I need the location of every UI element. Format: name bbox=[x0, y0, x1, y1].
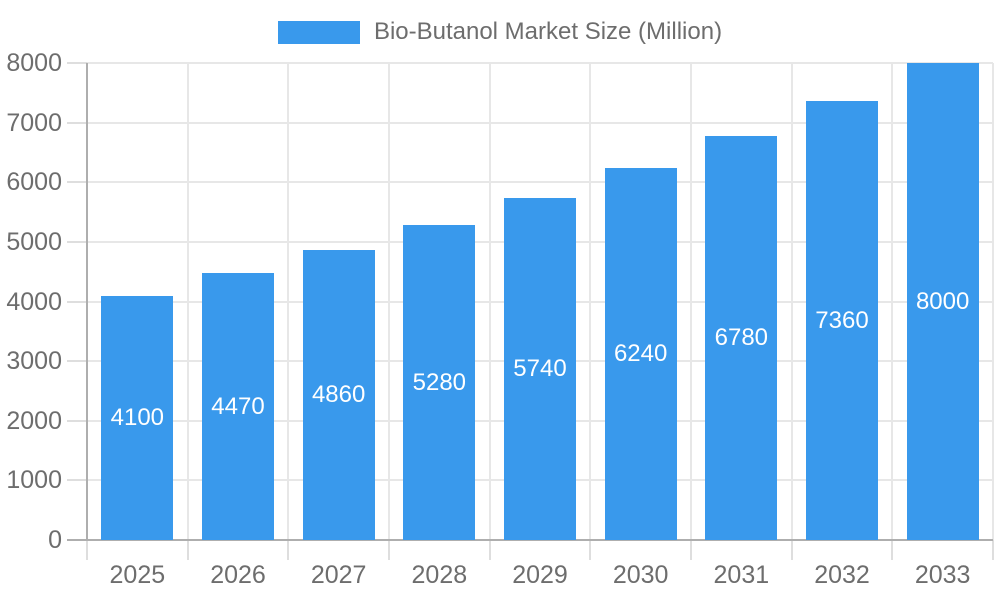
chart-legend[interactable]: Bio-Butanol Market Size (Million) bbox=[0, 18, 1000, 46]
x-tick-mark bbox=[86, 540, 88, 560]
bar[interactable] bbox=[202, 273, 274, 540]
bar-value-label: 5280 bbox=[412, 368, 467, 396]
y-tick-mark bbox=[67, 419, 87, 422]
bar[interactable] bbox=[705, 135, 778, 540]
x-tick-mark bbox=[891, 540, 894, 560]
y-tick-label: 0 bbox=[48, 526, 62, 554]
y-tick-label: 8000 bbox=[6, 49, 62, 77]
x-tick-label: 2031 bbox=[713, 561, 770, 589]
x-tick-mark bbox=[287, 540, 290, 560]
bar[interactable] bbox=[302, 250, 375, 540]
y-tick-mark bbox=[67, 121, 87, 124]
x-tick-mark bbox=[992, 540, 994, 560]
y-grid-line bbox=[87, 181, 993, 184]
y-tick-label: 2000 bbox=[6, 406, 62, 435]
bar[interactable] bbox=[504, 197, 576, 540]
bar-value-label: 5740 bbox=[513, 354, 567, 382]
x-tick-mark bbox=[186, 540, 189, 560]
x-tick-label: 2025 bbox=[109, 561, 166, 589]
v-grid-line bbox=[891, 63, 894, 540]
v-grid-line bbox=[488, 63, 491, 540]
x-tick-label: 2029 bbox=[512, 561, 568, 589]
legend-swatch bbox=[277, 20, 360, 44]
y-grid-line bbox=[87, 121, 993, 124]
bar-value-label: 6780 bbox=[714, 323, 769, 351]
y-tick-mark bbox=[67, 181, 87, 184]
y-tick-mark bbox=[67, 62, 87, 64]
bar-value-label: 7360 bbox=[815, 306, 869, 334]
bar-value-label: 6240 bbox=[613, 339, 668, 367]
y-tick-mark bbox=[67, 479, 87, 482]
x-tick-label: 2027 bbox=[310, 561, 367, 589]
x-tick-label: 2033 bbox=[914, 561, 971, 589]
x-tick-label: 2032 bbox=[814, 561, 870, 589]
legend-label: Bio-Butanol Market Size (Million) bbox=[373, 18, 723, 45]
x-tick-mark bbox=[488, 540, 491, 560]
v-grid-line bbox=[186, 63, 189, 540]
bar[interactable] bbox=[906, 63, 979, 540]
y-grid-line bbox=[87, 62, 993, 64]
v-grid-line bbox=[287, 63, 290, 540]
x-tick-mark bbox=[790, 540, 793, 560]
bar[interactable] bbox=[604, 167, 677, 540]
v-grid-line bbox=[589, 63, 592, 540]
x-tick-mark bbox=[388, 540, 390, 560]
bar-value-label: 8000 bbox=[915, 287, 970, 315]
x-tick-mark bbox=[589, 540, 592, 560]
bar-value-label: 4100 bbox=[110, 403, 165, 431]
v-grid-line bbox=[388, 63, 390, 540]
x-tick-label: 2030 bbox=[612, 561, 669, 589]
y-axis-line bbox=[86, 63, 88, 540]
bar-value-label: 4470 bbox=[211, 392, 265, 420]
y-tick-mark bbox=[67, 360, 87, 363]
v-grid-line bbox=[690, 63, 692, 540]
y-tick-label: 6000 bbox=[6, 168, 62, 197]
y-tick-label: 4000 bbox=[6, 287, 62, 316]
bar[interactable] bbox=[101, 295, 174, 540]
x-tick-mark bbox=[690, 540, 692, 560]
y-tick-label: 7000 bbox=[6, 108, 62, 137]
x-tick-label: 2026 bbox=[210, 561, 266, 589]
y-tick-mark bbox=[67, 300, 87, 303]
bar[interactable] bbox=[403, 225, 476, 540]
x-tick-label: 2028 bbox=[411, 561, 468, 589]
y-tick-label: 3000 bbox=[6, 347, 62, 376]
v-grid-line bbox=[790, 63, 793, 540]
bar[interactable] bbox=[806, 101, 878, 540]
x-axis-line bbox=[67, 539, 993, 541]
y-tick-label: 1000 bbox=[6, 466, 62, 495]
v-grid-line bbox=[992, 63, 994, 540]
y-tick-label: 5000 bbox=[6, 227, 62, 256]
bar-value-label: 4860 bbox=[311, 381, 366, 409]
y-tick-mark bbox=[67, 240, 87, 243]
